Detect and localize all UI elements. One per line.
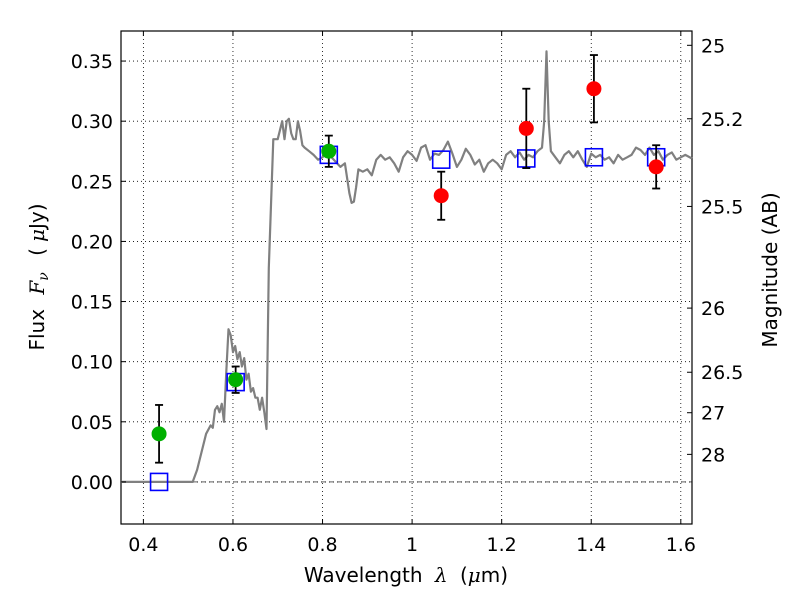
green-data-point xyxy=(321,143,337,159)
x-tick-label: 1.6 xyxy=(666,534,696,556)
tick-layer: 0.4 0.6 0.8 1 1.2 1.4 1.6 0.00 0.05 0.10 0.15 0.20 0… xyxy=(71,31,743,556)
y-tick-label: 0.15 xyxy=(71,292,113,314)
x-axis-label: Wavelength λ (μm) xyxy=(304,563,508,587)
x-tick-label: 1.4 xyxy=(576,534,606,556)
x-tick-label: 0.8 xyxy=(307,534,337,556)
y2-tick-label: 26.5 xyxy=(701,362,743,384)
model-square-marker xyxy=(584,147,604,167)
y2-axis-label: Magnitude (AB) xyxy=(758,192,782,347)
model-square-marker xyxy=(149,472,169,492)
y2-tick-label: 25 xyxy=(701,35,725,57)
green-data-point xyxy=(228,372,244,388)
x-tick-label: 0.4 xyxy=(128,534,158,556)
y-tick-label: 0.35 xyxy=(71,51,113,73)
red-data-point xyxy=(586,81,602,97)
y-tick-label: 0.00 xyxy=(71,472,113,494)
y2-tick-label: 28 xyxy=(701,444,725,466)
red-data-point xyxy=(433,188,449,204)
x-tick-label: 1 xyxy=(406,534,418,556)
red-data-point xyxy=(648,159,664,175)
x-tick-label: 0.6 xyxy=(218,534,248,556)
marker-layer xyxy=(149,54,666,492)
spectrum-layer xyxy=(121,50,693,483)
red-data-point xyxy=(518,120,534,136)
y2-tick-label: 25.5 xyxy=(701,196,743,218)
y-tick-label: 0.10 xyxy=(71,352,113,374)
plot-frame xyxy=(120,30,693,525)
green-data-point xyxy=(151,426,167,442)
y2-tick-label: 27 xyxy=(701,403,725,425)
y2-tick-label: 26 xyxy=(701,298,725,320)
x-tick-label: 1.2 xyxy=(487,534,517,556)
model-square-marker xyxy=(431,150,451,169)
y-tick-label: 0.20 xyxy=(71,231,113,253)
y-tick-label: 0.30 xyxy=(71,111,113,133)
spectrum-line xyxy=(121,50,693,483)
grid-lines xyxy=(121,31,692,524)
y2-tick-label: 25.2 xyxy=(701,109,743,131)
y-axis-label: Flux Fν (μJy) xyxy=(25,203,53,350)
y-tick-label: 0.25 xyxy=(71,171,113,193)
y-tick-label: 0.05 xyxy=(71,412,113,434)
